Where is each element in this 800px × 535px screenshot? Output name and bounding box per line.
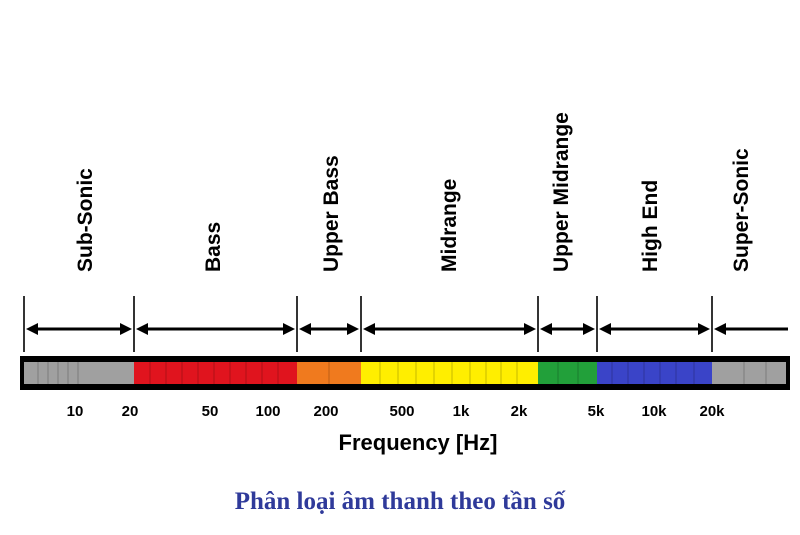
- tick-label: 100: [255, 403, 280, 420]
- tick-label: 10k: [641, 403, 667, 420]
- frequency-ticks: 10 20 50 100 200 500 1k 2k 5k 10k 20k: [67, 403, 726, 420]
- band-segment: [134, 362, 297, 384]
- arrowhead-left: [540, 323, 552, 335]
- band-segment: [361, 362, 538, 384]
- band-label: Upper Bass: [320, 155, 343, 272]
- band-label: Upper Midrange: [550, 112, 573, 272]
- tick-label: 1k: [453, 403, 470, 420]
- arrowhead-right: [524, 323, 536, 335]
- arrowhead-right: [283, 323, 295, 335]
- arrowhead-left: [714, 323, 726, 335]
- band-segment: [297, 362, 361, 384]
- arrowhead-right: [120, 323, 132, 335]
- arrowhead-right: [698, 323, 710, 335]
- band-label: Bass: [202, 222, 225, 272]
- band-arrows: [23, 296, 788, 352]
- band-segment: [597, 362, 712, 384]
- tick-label: 200: [313, 403, 338, 420]
- band-segment: [538, 362, 597, 384]
- arrowhead-right: [347, 323, 359, 335]
- frequency-spectrum-diagram: Sub-Sonic Bass Upper Bass Midrange Upper Mid…: [20, 112, 790, 455]
- arrowhead-left: [599, 323, 611, 335]
- caption: Phân loại âm thanh theo tần số: [234, 488, 566, 515]
- arrowhead-left: [136, 323, 148, 335]
- tick-label: 10: [67, 403, 84, 420]
- tick-label: 2k: [511, 403, 528, 420]
- band-label: Sub-Sonic: [74, 168, 97, 272]
- tick-label: 5k: [588, 403, 605, 420]
- tick-label: 500: [389, 403, 414, 420]
- tick-label: 50: [202, 403, 219, 420]
- arrowhead-left: [299, 323, 311, 335]
- arrowhead-left: [26, 323, 38, 335]
- tick-label: 20: [122, 403, 139, 420]
- band-label: High End: [639, 180, 662, 272]
- band-label: Super-Sonic: [730, 148, 753, 272]
- arrowhead-left: [363, 323, 375, 335]
- axis-title: Frequency [Hz]: [339, 430, 498, 455]
- band-segment: [712, 362, 786, 384]
- arrowhead-right: [583, 323, 595, 335]
- band-labels: Sub-Sonic Bass Upper Bass Midrange Upper Mid…: [74, 112, 753, 272]
- spectrum-bar: [20, 356, 790, 390]
- tick-label: 20k: [699, 403, 725, 420]
- band-segment: [24, 362, 134, 384]
- band-label: Midrange: [438, 179, 461, 272]
